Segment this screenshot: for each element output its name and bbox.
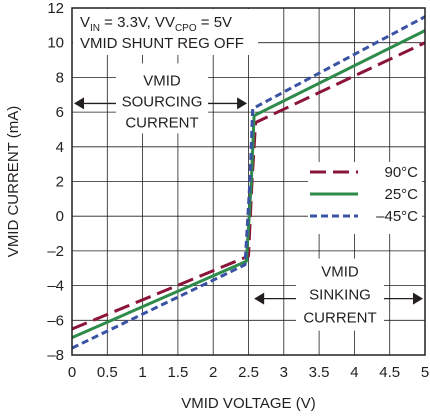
x-tick-label: 0 [68,364,76,381]
x-tick-label: 3 [280,364,288,381]
y-tick-label: –8 [47,347,64,364]
conditions-text: V [80,14,90,31]
x-tick-label: 5 [421,364,429,381]
series-line [71,15,426,350]
x-tick-label: 3.5 [309,364,330,381]
x-tick-label: 4 [350,364,358,381]
y-tick-label: –4 [47,278,64,295]
sourcing-label-bg [116,63,208,134]
y-tick-label: 4 [56,139,64,156]
sourcing-annotation: VMID SOURCING CURRENT [74,63,248,134]
y-tick-label: 6 [56,104,64,121]
plot-frame [71,7,426,356]
y-tick-label: –6 [47,312,64,329]
y-tick-label: 10 [47,35,64,52]
sourcing-label: CURRENT [125,114,198,131]
x-tick-label: 1.5 [167,364,188,381]
legend-bg [308,162,422,234]
conditions-text: V [165,14,175,31]
subscript: IN [90,23,100,34]
y-tick-label: 0 [56,208,64,225]
conditions-line-1: VIN = 3.3V, VVCPO = 5V [80,14,232,34]
x-tick-label: 4.5 [379,364,400,381]
sinking-label: CURRENT [303,310,376,327]
conditions-text: = 3.3V, V [100,14,165,31]
sinking-label: VMID [321,264,359,281]
arrowhead [254,292,265,305]
tick-labels: 0 0.5 1 1.5 2 2.5 3 3.5 4 4.5 5 –8 –6 –4 –2 0 2 4 6 8 10 12 [47,0,429,381]
y-axis-title: VMID CURRENT (mA) [5,106,22,257]
conditions-line-2: VMID SHUNT REG OFF [80,35,244,52]
arrowhead [237,97,248,110]
legend: 90°C 25°C –45°C [308,162,422,234]
sinking-label: SINKING [309,287,371,304]
conditions-text: = 5V [197,14,232,31]
y-tick-label: 2 [56,174,64,191]
legend-label: 90°C [384,164,418,181]
conditions-box [73,9,258,55]
sourcing-label: SOURCING [122,93,203,110]
arrowhead [413,292,423,305]
legend-label: 25°C [384,186,418,203]
subscript: CPO [175,23,197,34]
x-tick-label: 1 [138,364,146,381]
legend-label: –45°C [376,208,418,225]
x-tick-label: 2 [209,364,217,381]
sourcing-label: VMID [143,72,181,89]
sinking-annotation: VMID SINKING CURRENT [254,258,423,331]
y-tick-label: –2 [47,243,64,260]
sinking-label-bg [296,258,384,331]
series-lines [71,15,426,350]
y-tick-label: 12 [47,0,64,17]
x-axis-title: VMID VOLTAGE (V) [181,395,315,412]
x-tick-label: 0.5 [97,364,118,381]
x-tick-label: 2.5 [238,364,259,381]
y-tick-label: 8 [56,69,64,86]
arrowhead [74,97,84,110]
